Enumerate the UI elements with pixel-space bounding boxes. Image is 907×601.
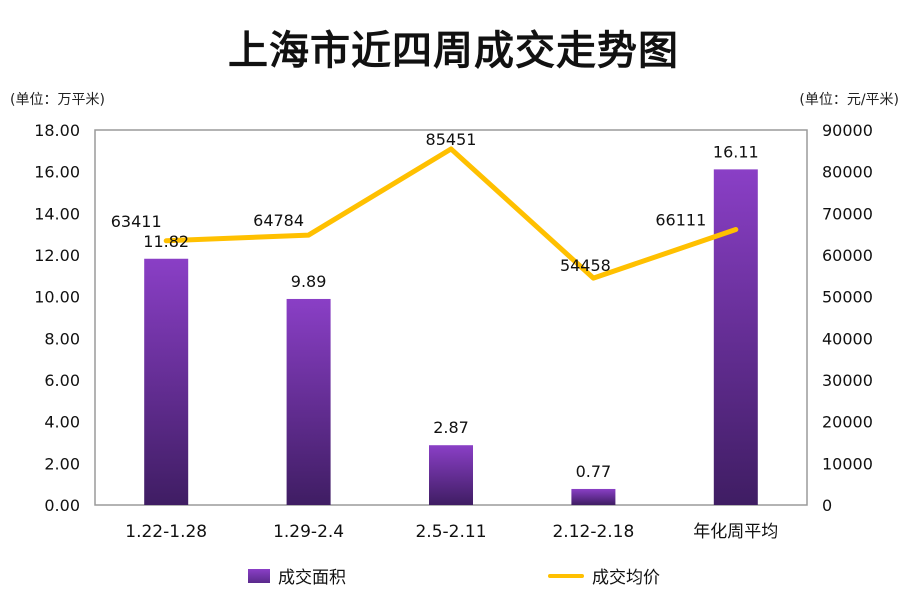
line-data-label: 54458 [560,256,611,275]
bar [144,258,189,505]
x-category-label: 2.12-2.18 [552,522,634,542]
price-line [163,146,739,281]
bar [713,169,758,505]
left-tick-label: 14.00 [34,204,80,223]
x-category-label: 1.22-1.28 [125,522,207,542]
price-point [306,233,311,238]
right-tick-label: 60000 [822,246,873,265]
legend-item-area: 成交面积 [248,563,346,588]
legend-item-price: 成交均价 [548,563,660,588]
right-tick-label: 30000 [822,371,873,390]
left-tick-label: 16.00 [34,163,80,182]
bar [571,488,616,505]
x-category-label: 年化周平均 [693,522,778,542]
bar [429,445,473,505]
left-tick-label: 6.00 [44,371,80,390]
legend-label-price: 成交均价 [592,568,660,588]
bar-data-label: 9.89 [291,272,327,291]
left-tick-label: 18.00 [34,121,80,140]
left-tick-label: 10.00 [34,288,80,307]
price-point [591,276,596,281]
right-tick-label: 80000 [822,163,873,182]
price-point [164,238,169,243]
left-tick-label: 12.00 [34,246,80,265]
line-data-label: 85451 [426,130,477,149]
left-tick-label: 8.00 [44,329,80,348]
chart-title: 上海市近四周成交走势图 [228,28,679,74]
price-point [449,146,453,151]
right-tick-label: 40000 [822,329,873,348]
legend-swatch-price [548,573,584,578]
legend-label-area: 成交面积 [278,568,346,588]
line-data-label: 63411 [111,212,162,231]
bar [286,298,331,505]
left-axis-unit: (单位：万平米) [10,92,105,108]
bar-data-label: 11.82 [143,232,189,251]
bar-data-label: 2.87 [433,418,469,437]
right-tick-label: 50000 [822,288,873,307]
left-tick-label: 4.00 [44,413,80,432]
right-axis-unit: (单位：元/平米) [799,92,899,108]
x-category-label: 2.5-2.11 [415,522,486,542]
line-data-label: 64784 [253,211,304,230]
left-tick-label: 2.00 [44,454,80,473]
legend-swatch-area [248,568,270,583]
bar-data-label: 16.11 [713,142,759,161]
right-tick-label: 20000 [822,413,873,432]
right-tick-label: 90000 [822,121,873,140]
line-data-label: 66111 [655,211,706,230]
price-point [733,227,738,232]
x-category-label: 1.29-2.4 [273,522,344,542]
left-tick-label: 0.00 [44,496,80,515]
right-tick-label: 10000 [822,454,873,473]
bar-data-label: 0.77 [576,462,612,481]
right-tick-label: 70000 [822,204,873,223]
right-tick-label: 0 [822,496,832,515]
